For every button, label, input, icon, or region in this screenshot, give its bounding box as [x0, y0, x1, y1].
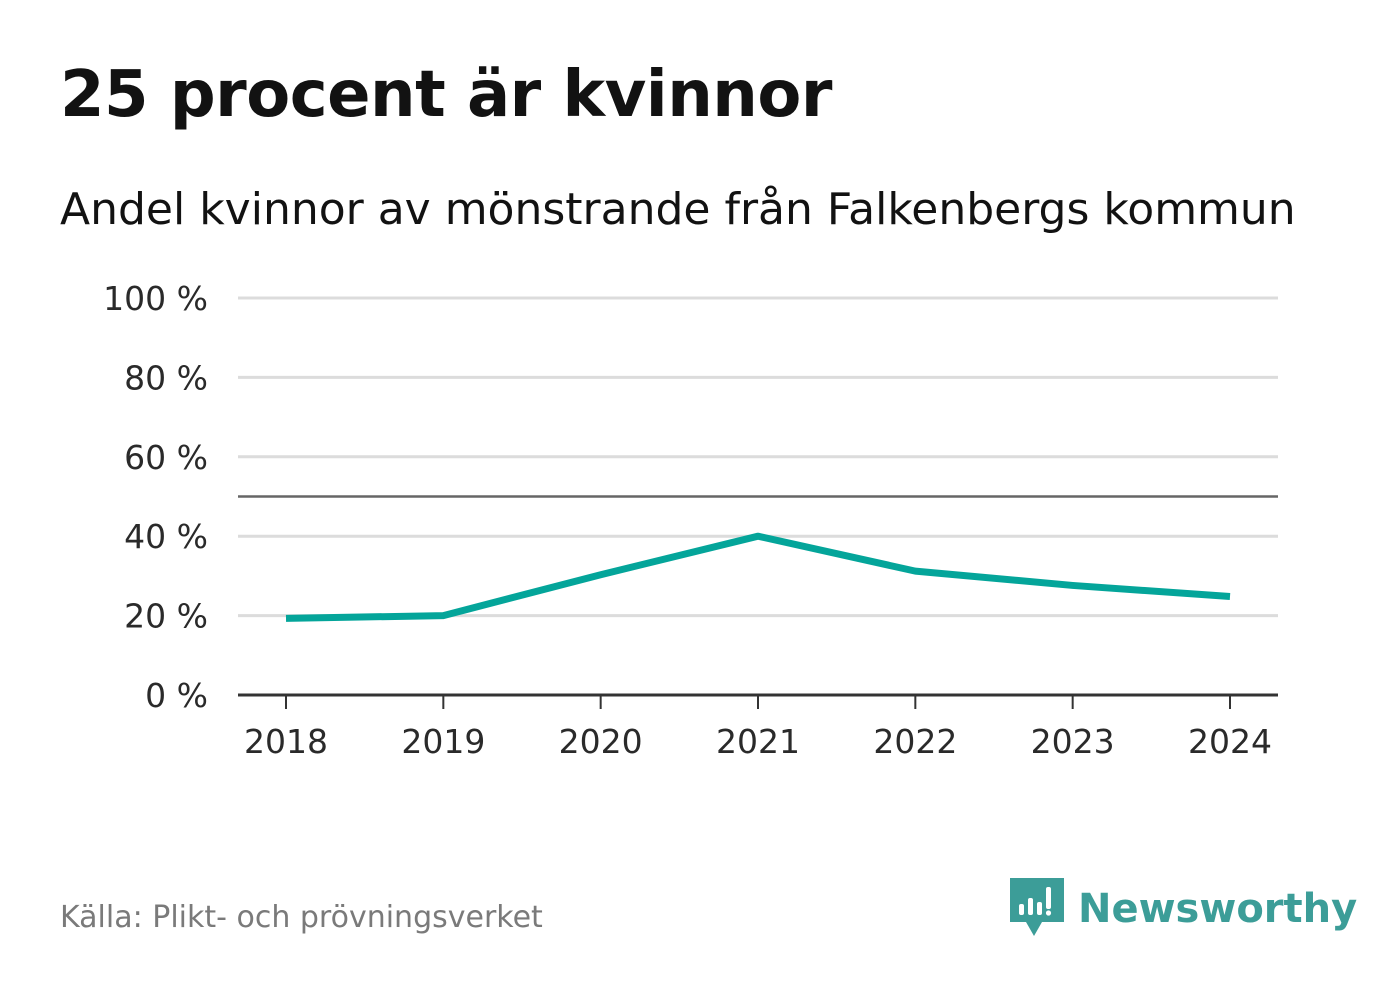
y-axis-labels: 0 % 20 % 40 % 60 % 80 % 100 %	[103, 279, 208, 715]
y-tick-label: 80 %	[124, 358, 208, 397]
x-axis	[238, 693, 1278, 709]
x-tick-label: 2020	[559, 722, 643, 761]
data-point	[1227, 593, 1234, 600]
y-tick-label: 40 %	[124, 517, 208, 556]
brand-logo: Newsworthy	[1010, 878, 1357, 940]
x-tick-label: 2023	[1031, 722, 1115, 761]
x-tick-label: 2022	[873, 722, 957, 761]
x-tick-label: 2018	[244, 722, 328, 761]
brand-name: Newsworthy	[1078, 886, 1358, 932]
x-axis-labels: 2018 2019 2020 2021 2022 2023 2024	[244, 722, 1272, 761]
x-tick-label: 2021	[716, 722, 800, 761]
chart-title: 25 procent är kvinnor	[60, 58, 832, 132]
data-point	[1069, 582, 1076, 589]
y-tick-label: 100 %	[103, 279, 208, 318]
gridlines	[238, 296, 1278, 618]
data-point	[597, 571, 604, 578]
source-note: Källa: Plikt- och prövningsverket	[60, 900, 543, 935]
data-point	[912, 568, 919, 575]
x-tick-label: 2019	[401, 722, 485, 761]
y-tick-label: 0 %	[145, 676, 208, 715]
data-point	[440, 612, 447, 619]
series-group	[283, 532, 1234, 622]
series-line	[285, 532, 1231, 622]
y-tick-label: 20 %	[124, 597, 208, 636]
data-point	[755, 533, 762, 540]
y-tick-label: 60 %	[124, 438, 208, 477]
newsworthy-logo-icon	[1010, 878, 1064, 936]
chart-subtitle: Andel kvinnor av mönstrande från Falkenb…	[60, 184, 1296, 235]
data-point	[283, 615, 290, 622]
x-tick-label: 2024	[1188, 722, 1272, 761]
